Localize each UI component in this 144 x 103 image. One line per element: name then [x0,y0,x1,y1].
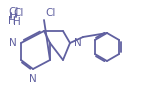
Text: N: N [29,74,37,84]
Text: Cl: Cl [13,8,23,18]
Text: Cl: Cl [8,7,18,17]
Text: Cl: Cl [45,8,55,18]
Text: H: H [13,17,21,27]
Text: N: N [9,38,17,48]
Text: H: H [8,16,16,26]
Text: N: N [74,38,82,48]
